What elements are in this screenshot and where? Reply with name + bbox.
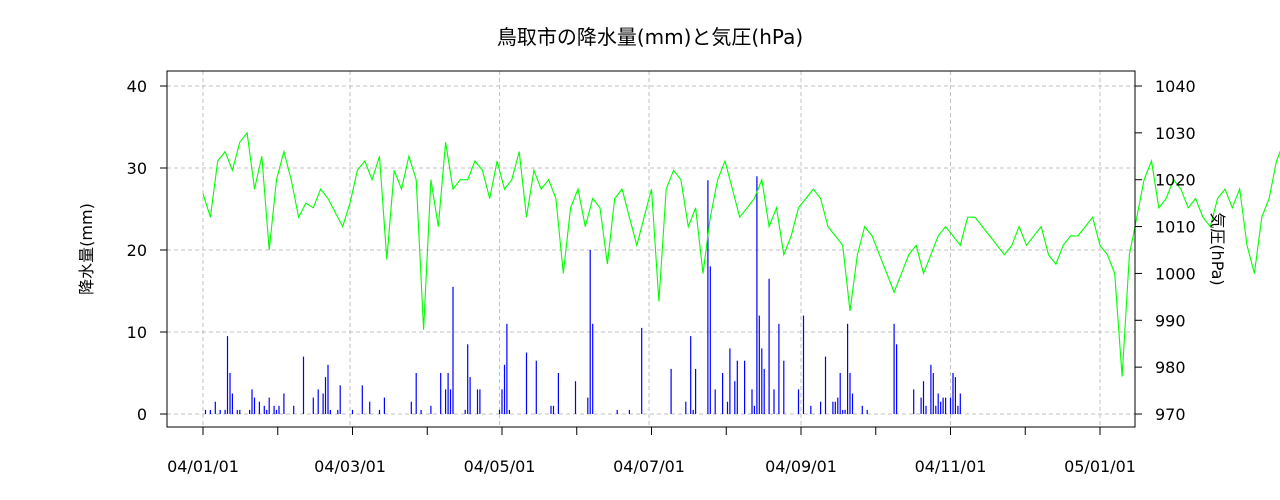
left-tick-label: 40: [127, 77, 147, 96]
right-tick-label: 1010: [1155, 218, 1196, 237]
left-tick-label: 20: [127, 241, 147, 260]
left-tick-label: 10: [127, 323, 147, 342]
x-tick-label: 04/07/01: [613, 457, 685, 476]
pressure-line: [202, 131, 1280, 377]
x-tick-label: 04/01/01: [167, 457, 239, 476]
x-tick-label: 04/11/01: [915, 457, 987, 476]
grid: [167, 71, 1135, 427]
right-tick-label: 1000: [1155, 264, 1196, 283]
right-axis: 970 980 990 1000 1010 1020 1030 1040: [1135, 77, 1196, 424]
plot-frame: [166, 70, 1136, 428]
x-tick-label: 04/09/01: [765, 457, 837, 476]
right-tick-label: 1030: [1155, 124, 1196, 143]
left-axis-label: 降水量(mm): [77, 203, 96, 295]
right-tick-label: 990: [1155, 311, 1186, 330]
x-axis: 04/01/01 04/03/01 04/05/01 04/07/01 04/09/01…: [167, 427, 1136, 476]
precipitation-bars: [204, 176, 961, 414]
chart-title: 鳥取市の降水量(mm)と気圧(hPa): [497, 25, 803, 49]
left-tick-label: 30: [127, 159, 147, 178]
right-tick-label: 970: [1155, 405, 1186, 424]
x-tick-label: 04/03/01: [314, 457, 386, 476]
left-axis: 0 10 20 30 40: [127, 77, 167, 424]
left-tick-label: 0: [137, 405, 147, 424]
x-tick-label: 05/01/01: [1064, 457, 1136, 476]
right-tick-label: 1040: [1155, 77, 1196, 96]
x-tick-label: 04/05/01: [464, 457, 536, 476]
right-axis-label: 気圧(hPa): [1208, 212, 1227, 285]
right-tick-label: 1020: [1155, 171, 1196, 190]
right-tick-label: 980: [1155, 358, 1186, 377]
